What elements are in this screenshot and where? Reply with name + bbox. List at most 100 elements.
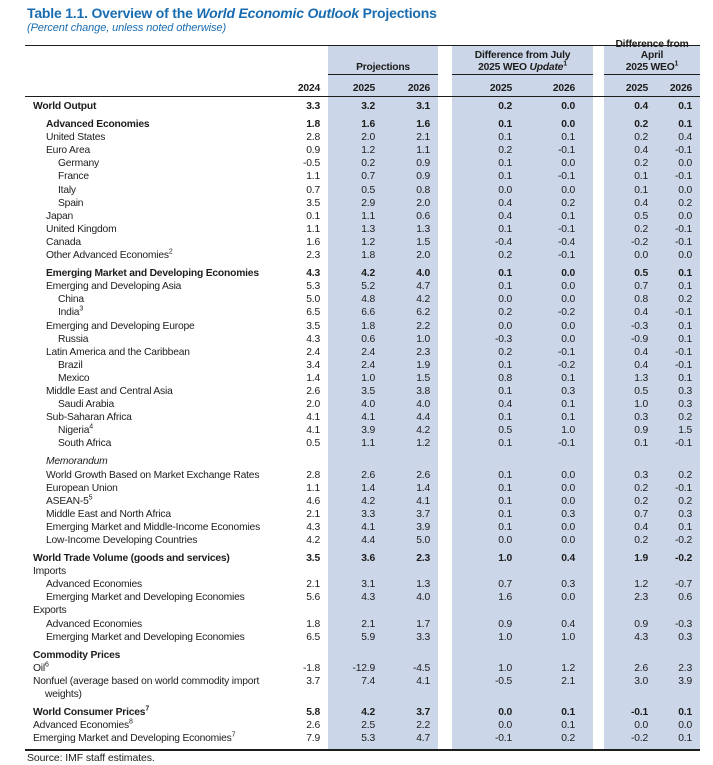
cell-2024: 5.0 [306, 294, 320, 306]
page-title: Table 1.1. Overview of the World Economi… [27, 5, 437, 21]
row-label: Saudi Arabia [58, 399, 114, 411]
cell-proj-2025: 3.1 [361, 579, 375, 591]
cell-proj-2025: 3.6 [361, 553, 375, 565]
row-label: ASEAN-55 [46, 494, 93, 507]
cell-proj-2025: 4.2 [361, 268, 375, 280]
cell-diff-april-2025: 0.5 [634, 385, 648, 397]
cell-diff-april-2025: 0.2 [634, 158, 648, 170]
row-label: Emerging Market and Developing Economies… [33, 731, 236, 745]
cell-proj-2025: 6.6 [361, 307, 375, 319]
cell-diff-july-2026: 0.0 [561, 521, 575, 533]
table-row: Spain 3.5 2.9 2.0 0.4 0.2 0.4 0.2 [25, 197, 700, 210]
row-label: China [58, 294, 84, 306]
cell-diff-april-2025: 4.3 [634, 631, 648, 643]
cell-diff-july-2026: 0.0 [561, 469, 575, 481]
cell-diff-july-2025: 0.1 [498, 495, 512, 507]
cell-diff-july-2026: 0.0 [561, 158, 575, 170]
cell-diff-july-2025: 0.0 [498, 707, 512, 719]
cell-proj-2025: 2.4 [361, 346, 375, 358]
table-row: Advanced Economies 1.8 2.1 1.7 0.9 0.4 0.9 -0.3 [25, 618, 700, 631]
cell-proj-2025: 5.9 [361, 631, 375, 643]
cell-diff-april-2026: -0.2 [675, 553, 692, 565]
cell-diff-april-2025: 0.3 [634, 412, 648, 424]
table-row: Japan 0.1 1.1 0.6 0.4 0.1 0.5 0.0 [25, 210, 700, 223]
row-label: Mexico [58, 372, 90, 384]
cell-2024: 5.8 [306, 707, 320, 719]
cell-diff-april-2026: 0.2 [678, 412, 692, 424]
table-row: Emerging Market and Developing Economies… [25, 591, 700, 604]
cell-diff-july-2025: 0.0 [498, 320, 512, 332]
row-label: Russia [58, 333, 89, 345]
cell-proj-2025: 7.4 [361, 675, 375, 687]
cell-diff-july-2025: 1.0 [498, 553, 512, 565]
cell-diff-april-2025: -0.2 [631, 236, 648, 248]
column-gap [438, 46, 452, 75]
table-row: Emerging and Developing Asia 5.3 5.2 4.7 0.1… [25, 280, 700, 293]
cell-proj-2026: 2.0 [416, 250, 430, 262]
row-label: Memorandum [46, 456, 108, 468]
cell-proj-2025: 3.5 [361, 385, 375, 397]
cell-2024: 4.3 [306, 333, 320, 345]
cell-2024: 1.6 [306, 236, 320, 248]
header-group-diff-april: Difference from April 2025 WEO1 [604, 39, 700, 75]
cell-diff-april-2026: -0.1 [675, 438, 692, 450]
cell-proj-2026: 4.0 [416, 268, 430, 280]
table-row: Commodity Prices [25, 649, 700, 662]
row-label: Middle East and North Africa [46, 508, 171, 520]
cell-diff-april-2025: 0.8 [634, 294, 648, 306]
cell-diff-july-2026: 0.2 [561, 733, 575, 745]
cell-2024: 0.5 [306, 438, 320, 450]
cell-diff-july-2026: 0.1 [561, 372, 575, 384]
cell-proj-2026: 3.7 [416, 508, 430, 520]
cell-diff-april-2026: -0.2 [675, 535, 692, 546]
cell-proj-2025: 4.0 [361, 399, 375, 411]
cell-diff-april-2025: 0.9 [634, 618, 648, 630]
cell-2024: 3.3 [306, 101, 320, 112]
cell-diff-april-2026: 0.2 [678, 294, 692, 306]
cell-diff-april-2025: 0.4 [634, 307, 648, 319]
cell-diff-july-2025: 0.1 [498, 171, 512, 183]
cell-diff-july-2025: 0.2 [498, 101, 512, 112]
cell-diff-april-2026: -0.1 [675, 171, 692, 183]
cell-diff-july-2026: -0.1 [558, 438, 575, 450]
cell-diff-july-2025: 0.1 [498, 281, 512, 293]
cell-diff-july-2025: 0.5 [498, 425, 512, 437]
table-row: European Union 1.1 1.4 1.4 0.1 0.0 0.2 -0.1 [25, 482, 700, 495]
cell-2024: 1.8 [306, 618, 320, 630]
table-row: Advanced Economies 2.1 3.1 1.3 0.7 0.3 1.2 -0.7 [25, 578, 700, 591]
row-label: Japan [46, 210, 74, 222]
cell-proj-2026: 0.9 [416, 171, 430, 183]
row-label: Nigeria4 [58, 423, 93, 437]
cell-proj-2026: 3.8 [416, 385, 430, 397]
row-label: Oil6 [33, 661, 49, 674]
header-group-diff-july: Difference from July 2025 WEO Update1 [452, 46, 593, 75]
cell-diff-july-2025: 0.1 [498, 469, 512, 481]
cell-diff-april-2026: 0.3 [678, 508, 692, 520]
cell-diff-april-2026: -0.1 [675, 236, 692, 248]
cell-proj-2026: 1.7 [416, 618, 430, 630]
cell-proj-2025: 2.0 [361, 132, 375, 144]
column-gap [593, 46, 604, 75]
table-row: United Kingdom 1.1 1.3 1.3 0.1 -0.1 0.2 -0.1 [25, 223, 700, 236]
cell-diff-july-2025: 0.4 [498, 399, 512, 411]
cell-diff-july-2026: -0.1 [558, 145, 575, 157]
row-label: Middle East and Central Asia [46, 385, 173, 397]
table-row: Middle East and Central Asia 2.6 3.5 3.8 0.1… [25, 385, 700, 398]
cell-proj-2025: 1.2 [361, 145, 375, 157]
cell-diff-april-2025: 0.5 [634, 210, 648, 222]
cell-proj-2025: 1.6 [361, 119, 375, 131]
cell-diff-april-2025: 0.0 [634, 250, 648, 262]
row-label: Advanced Economies [46, 579, 142, 591]
cell-diff-july-2026: -0.1 [558, 223, 575, 235]
cell-2024: 2.1 [306, 508, 320, 520]
cell-diff-july-2026: 0.1 [561, 210, 575, 222]
cell-diff-april-2025: -0.9 [631, 333, 648, 345]
cell-diff-july-2025: 0.0 [498, 535, 512, 546]
cell-diff-july-2026: -0.1 [558, 250, 575, 262]
cell-diff-july-2026: 1.0 [561, 425, 575, 437]
cell-proj-2026: 2.1 [416, 132, 430, 144]
cell-diff-april-2025: 0.9 [634, 425, 648, 437]
table-row: Saudi Arabia 2.0 4.0 4.0 0.4 0.1 1.0 0.3 [25, 398, 700, 411]
cell-diff-july-2026: 0.0 [561, 320, 575, 332]
